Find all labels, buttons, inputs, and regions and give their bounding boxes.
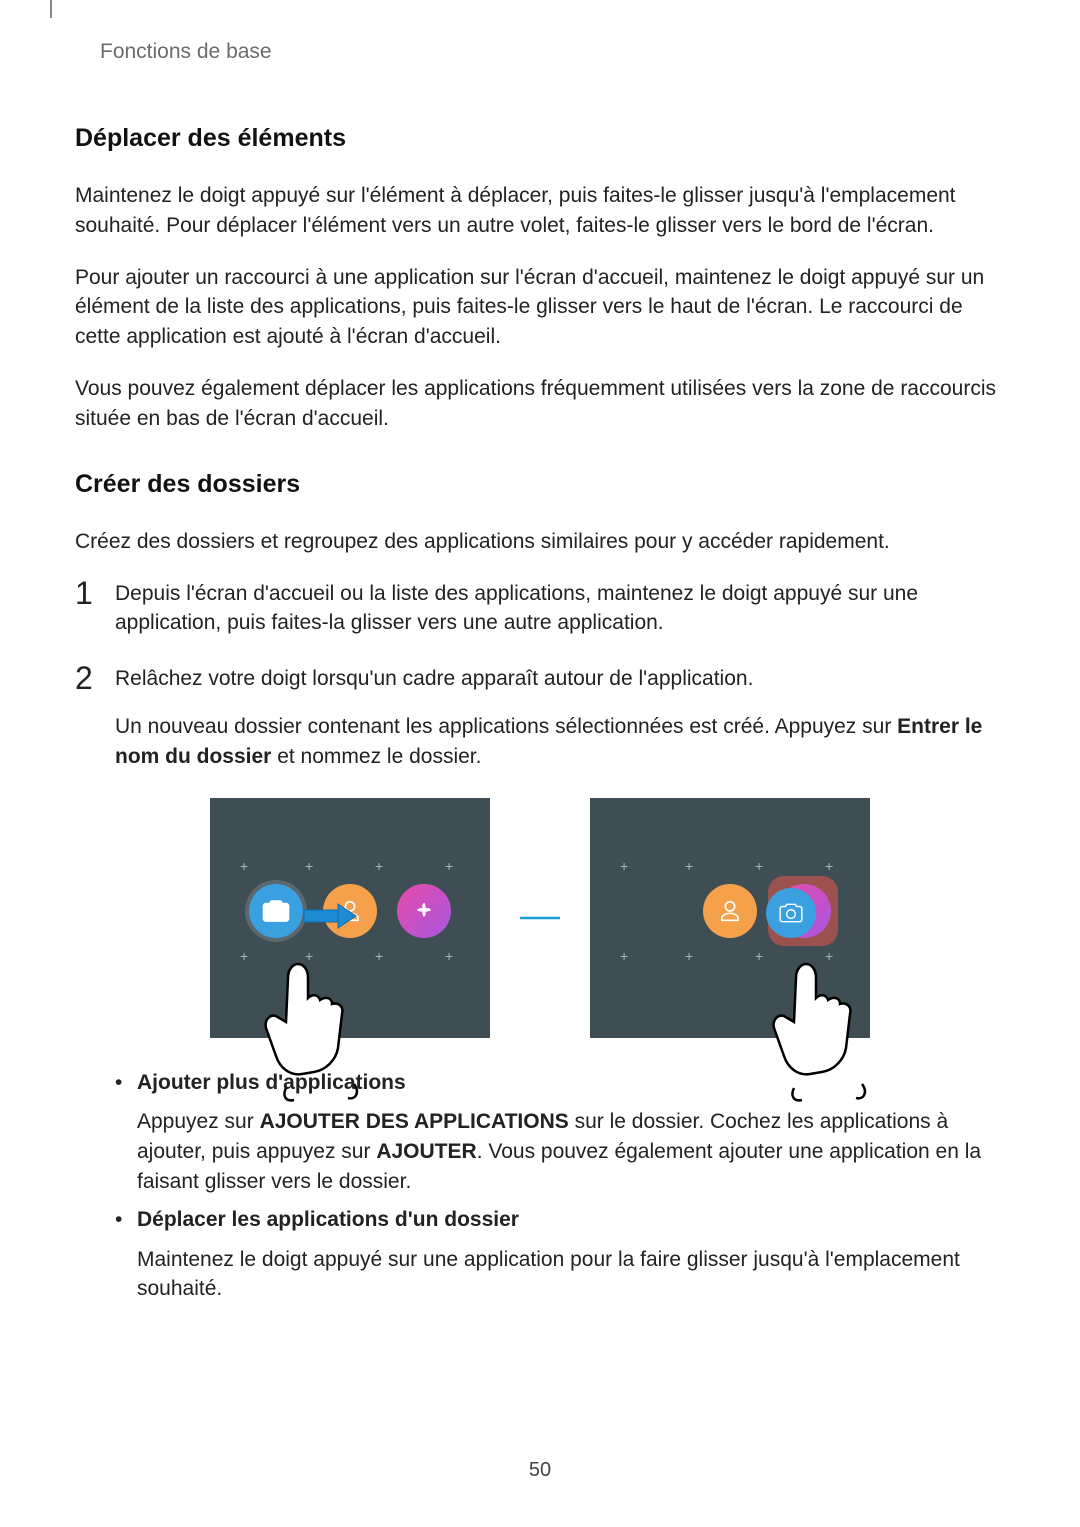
step-1-body: Depuis l'écran d'accueil ou la liste des… — [115, 579, 1005, 639]
grid-plus-icon: + — [620, 948, 628, 964]
bullet-2-body: Déplacer les applications d'un dossier M… — [137, 1205, 1005, 1304]
step-2-body: Relâchez votre doigt lorsqu'un cadre app… — [115, 664, 1005, 771]
drag-arrow-icon — [302, 902, 358, 930]
hand-pointer-icon — [258, 938, 373, 1103]
grid-plus-icon: + — [685, 948, 693, 964]
page-number: 50 — [529, 1459, 551, 1482]
hand-pointer-icon — [766, 938, 881, 1103]
bullet-1-text: Appuyez sur AJOUTER DES APPLICATIONS sur… — [137, 1107, 1005, 1196]
grid-plus-icon: + — [240, 948, 248, 964]
step-1-text: Depuis l'écran d'accueil ou la liste des… — [115, 579, 1005, 639]
person-icon — [716, 897, 744, 925]
step-1: 1 Depuis l'écran d'accueil ou la liste d… — [75, 579, 1005, 639]
grid-plus-icon: + — [755, 858, 763, 874]
step-1-number: 1 — [75, 577, 115, 609]
grid-plus-icon: + — [620, 858, 628, 874]
bullet-marker: • — [115, 1068, 137, 1098]
step-2-line1: Relâchez votre doigt lorsqu'un cadre app… — [115, 664, 1005, 694]
grid-plus-icon: + — [305, 858, 313, 874]
grid-plus-icon: + — [375, 858, 383, 874]
bullet-marker: • — [115, 1205, 137, 1235]
section-1-p1: Maintenez le doigt appuyé sur l'élément … — [75, 181, 1005, 241]
bullet-2: • Déplacer les applications d'un dossier… — [75, 1205, 1005, 1304]
grid-plus-icon: + — [240, 858, 248, 874]
step-2-line2: Un nouveau dossier contenant les applica… — [115, 712, 1005, 772]
camera-app-icon — [766, 888, 816, 938]
step-2: 2 Relâchez votre doigt lorsqu'un cadre a… — [75, 664, 1005, 771]
folder-figure: + + + + + + + + — [75, 798, 1005, 1038]
section-1-p3: Vous pouvez également déplacer les appli… — [75, 374, 1005, 434]
page-tab-mark — [50, 0, 52, 18]
section-1-p2: Pour ajouter un raccourci à une applicat… — [75, 263, 1005, 352]
camera-icon — [778, 900, 804, 926]
figure-screen-left: + + + + + + + + — [210, 798, 490, 1038]
step-2-number: 2 — [75, 662, 115, 694]
bullet-2-title: Déplacer les applications d'un dossier — [137, 1205, 1005, 1235]
section-2-title: Créer des dossiers — [75, 470, 1005, 499]
grid-plus-icon: + — [825, 858, 833, 874]
section-1-title: Déplacer des éléments — [75, 124, 1005, 153]
section-2-intro: Créez des dossiers et regroupez des appl… — [75, 527, 1005, 557]
arrow-right-icon — [520, 908, 560, 928]
gallery-app-icon — [397, 884, 451, 938]
breadcrumb: Fonctions de base — [100, 40, 1005, 64]
grid-plus-icon: + — [375, 948, 383, 964]
bullet-2-text: Maintenez le doigt appuyé sur une applic… — [137, 1245, 1005, 1305]
grid-plus-icon: + — [445, 858, 453, 874]
contacts-app-icon — [703, 884, 757, 938]
camera-icon — [261, 896, 291, 926]
camera-app-icon — [249, 884, 303, 938]
flower-icon — [410, 897, 438, 925]
grid-plus-icon: + — [445, 948, 453, 964]
grid-plus-icon: + — [685, 858, 693, 874]
transition-arrow — [520, 908, 560, 928]
grid-plus-icon: + — [755, 948, 763, 964]
figure-screen-right: + + + + + + + + — [590, 798, 870, 1038]
